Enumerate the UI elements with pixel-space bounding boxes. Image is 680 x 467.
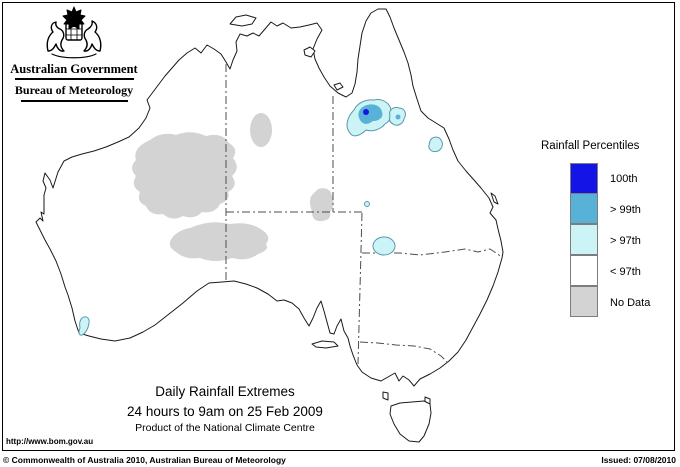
legend-swatch-nodata: [570, 286, 598, 317]
logo-rule: [21, 100, 128, 102]
wa-nodata-large: [132, 132, 237, 219]
patch-sa-border-blob: [372, 236, 396, 256]
government-label: Australian Government: [10, 62, 138, 76]
legend-label-p99: > 99th: [610, 203, 641, 216]
legend-swatch-p97: [570, 224, 598, 255]
copyright-notice: © Commonwealth of Australia 2010, Austra…: [3, 455, 286, 465]
legend-row-p97: > 97th: [570, 224, 680, 256]
map-subtitle-product: Product of the National Climate Centre: [135, 422, 315, 434]
legend-label-p97: > 97th: [610, 234, 641, 247]
agency-label: Bureau of Meteorology: [14, 83, 134, 97]
kangaroo-island: [311, 340, 339, 349]
patch-nw-qld-spot-100th: [363, 109, 369, 115]
legend-label-lt97: < 97th: [610, 265, 641, 278]
patch-corner-speck: [364, 201, 370, 207]
legend-row-p100: 100th: [570, 163, 680, 194]
state-border-sa-nsw-vic: [357, 212, 363, 365]
groote-eylandt: [303, 46, 316, 58]
fraser-island: [490, 192, 499, 205]
legend-row-lt97: < 97th: [570, 255, 680, 287]
patch-nw-qld-small-dot-99th: [395, 114, 401, 120]
legend-row-nodata: No Data: [570, 286, 680, 318]
legend-row-p99: > 99th: [570, 193, 680, 225]
legend-title: Rainfall Percentiles: [541, 140, 640, 152]
issued-date: Issued: 07/08/2010: [601, 455, 676, 465]
map-subtitle-period: 24 hours to 9am on 25 Feb 2009: [127, 404, 323, 419]
legend-swatch-p100: [570, 163, 598, 194]
melville-island: [229, 14, 257, 27]
map-title: Daily Rainfall Extremes: [155, 384, 295, 399]
legend-swatch-lt97: [570, 255, 598, 286]
king-island: [382, 391, 389, 401]
coat-of-arms-icon: [46, 6, 102, 59]
legend-label-nodata: No Data: [610, 296, 651, 309]
map-title-block: Daily Rainfall Extremes 24 hours to 9am …: [70, 384, 380, 434]
bom-url: http://www.bom.gov.au: [6, 437, 94, 446]
map-frame: [2, 2, 675, 451]
legend-swatch-p99: [570, 193, 598, 224]
logo-rule: [15, 78, 134, 80]
wa-nodata-south: [169, 222, 269, 261]
patch-nw-qld-core-99th: [358, 104, 383, 124]
wa-nodata-oval: [250, 113, 272, 147]
australia-coastline: [35, 8, 504, 387]
legend-label-p100: 100th: [610, 172, 638, 185]
legend: 100th > 99th > 97th < 97th No Data: [570, 163, 680, 318]
nt-sa-nodata: [310, 188, 334, 222]
bom-logo-block: Australian Government Bureau of Meteorol…: [4, 4, 152, 112]
state-border-nsw-vic: [359, 341, 450, 365]
patch-qld-coastal: [428, 136, 443, 153]
patch-sw-wa-blob: [78, 316, 90, 336]
mornington-island: [333, 82, 344, 91]
tasmania-coastline: [389, 400, 432, 443]
